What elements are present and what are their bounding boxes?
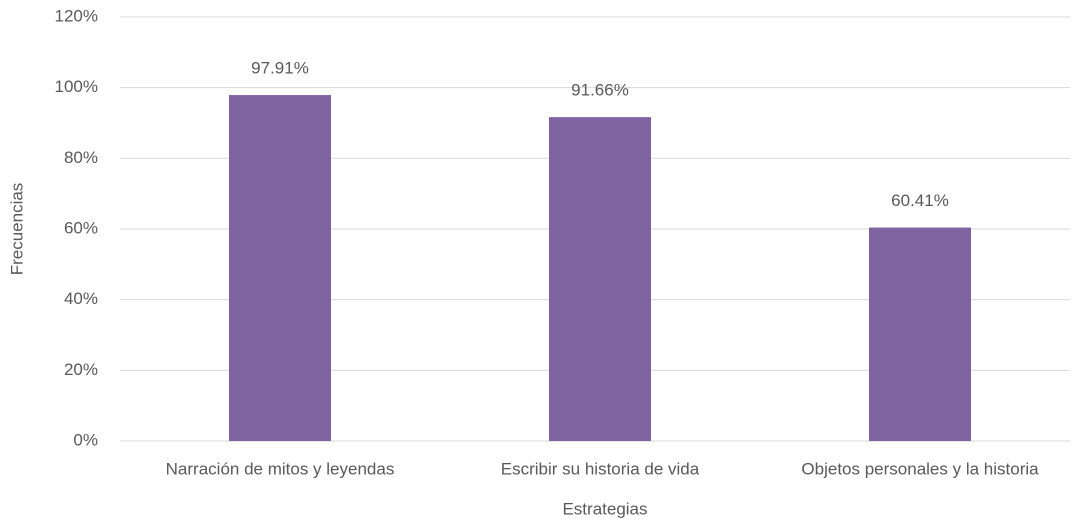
x-tick-label: Escribir su historia de vida (501, 459, 700, 478)
y-tick-label: 120% (55, 6, 98, 25)
bar (549, 117, 651, 441)
x-axis-title: Estrategias (562, 499, 647, 518)
x-tick-label: Objetos personales y la historia (801, 459, 1039, 478)
y-axis-title: Frecuencias (7, 183, 26, 276)
data-label: 91.66% (571, 81, 629, 100)
y-tick-label: 60% (64, 218, 98, 237)
bar (229, 95, 331, 441)
y-tick-label: 40% (64, 289, 98, 308)
data-label: 97.91% (251, 59, 309, 78)
bar (869, 227, 971, 441)
data-label: 60.41% (891, 191, 949, 210)
y-tick-label: 100% (55, 77, 98, 96)
x-tick-label: Narración de mitos y leyendas (166, 459, 395, 478)
y-tick-label: 80% (64, 148, 98, 167)
y-tick-label: 20% (64, 360, 98, 379)
y-tick-label: 0% (73, 430, 98, 449)
